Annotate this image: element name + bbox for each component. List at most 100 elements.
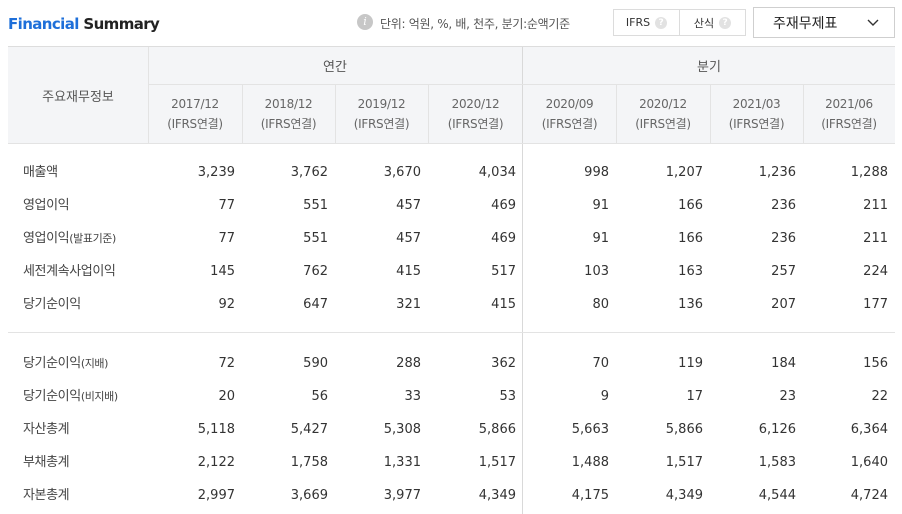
table-cell: 1,640 (850, 455, 888, 470)
table-cell: 6,126 (758, 422, 796, 437)
row-label: 자본총계 (23, 480, 70, 512)
table-cell: 156 (863, 356, 888, 371)
summary-header: Financial Summary i 단위: 억원, %, 배, 천주, 분기… (0, 0, 902, 46)
row-label-text: 당기순이익 (23, 297, 81, 312)
table-cell: 998 (584, 165, 609, 180)
column-divider (242, 84, 243, 143)
row-label: 자산총계 (23, 414, 70, 446)
table-cell: 103 (584, 264, 609, 279)
help-icon[interactable]: ? (719, 16, 732, 29)
table-cell: 236 (771, 231, 796, 246)
row-label-text: 부채총계 (23, 455, 70, 470)
table-cell: 1,758 (290, 455, 328, 470)
title-summary: Summary (83, 15, 160, 33)
row-label-qualifier: (발표기준) (69, 232, 116, 245)
table-cell: 257 (771, 264, 796, 279)
column-divider (710, 84, 711, 143)
column-divider (803, 84, 804, 143)
row-label: 영업이익 (23, 190, 70, 222)
table-cell: 17 (686, 389, 703, 404)
table-cell: 20 (218, 389, 235, 404)
table-cell: 4,724 (850, 488, 888, 503)
table-cell: 207 (771, 297, 796, 312)
table-cell: 457 (396, 198, 421, 213)
section-title: Financial Summary (8, 15, 160, 33)
period-header: 2021/06 (IFRS연결) (803, 84, 895, 143)
table-cell: 3,670 (383, 165, 421, 180)
table-cell: 33 (404, 389, 421, 404)
table-cell: 236 (771, 198, 796, 213)
period-header: 2021/03 (IFRS연결) (710, 84, 803, 143)
table-cell: 1,583 (758, 455, 796, 470)
table-cell: 80 (592, 297, 609, 312)
table-cell: 551 (303, 198, 328, 213)
row-label: 당기순이익(비지배) (23, 381, 118, 413)
accounting-toggle: IFRS ? 산식 ? (613, 9, 746, 36)
period-basis: (IFRS연결) (353, 116, 410, 131)
info-icon[interactable]: i (357, 14, 373, 30)
table-header-background (8, 47, 895, 143)
table-cell: 177 (863, 297, 888, 312)
period-header: 2017/12 (IFRS연결) (148, 84, 242, 143)
table-cell: 23 (779, 389, 796, 404)
table-cell: 53 (499, 389, 516, 404)
group-divider (522, 47, 523, 514)
table-cell: 415 (396, 264, 421, 279)
statement-type-dropdown[interactable]: 주재무제표 (753, 7, 895, 38)
table-cell: 77 (218, 231, 235, 246)
table-cell: 77 (218, 198, 235, 213)
row-label: 당기순이익 (23, 289, 81, 321)
row-label-text: 영업이익 (23, 198, 70, 213)
title-financial: Financial (8, 15, 79, 33)
period-header: 2020/09 (IFRS연결) (523, 84, 616, 143)
group-header-annual: 연간 (323, 60, 347, 75)
formula-label: 산식 (693, 16, 715, 30)
header-bottom-border (8, 143, 895, 144)
period-header: 2019/12 (IFRS연결) (335, 84, 428, 143)
table-cell: 5,866 (665, 422, 703, 437)
row-label: 세전계속사업이익 (23, 256, 116, 288)
financial-summary-table: 주요재무정보 연간 분기 2017/12 (IFRS연결) 2018/12 (IFRS… (8, 46, 895, 514)
help-icon[interactable]: ? (655, 16, 668, 29)
table-cell: 5,308 (383, 422, 421, 437)
table-cell: 70 (592, 356, 609, 371)
table-cell: 362 (491, 356, 516, 371)
table-cell: 4,175 (571, 488, 609, 503)
chevron-down-icon (867, 19, 879, 26)
table-cell: 3,669 (290, 488, 328, 503)
column-divider (616, 84, 617, 143)
table-cell: 211 (863, 198, 888, 213)
period-date: 2018/12 (264, 96, 313, 111)
table-cell: 72 (218, 356, 235, 371)
group-header-quarterly: 분기 (697, 60, 721, 75)
table-cell: 91 (592, 231, 609, 246)
table-cell: 3,762 (290, 165, 328, 180)
table-cell: 4,544 (758, 488, 796, 503)
period-header: 2020/12 (IFRS연결) (428, 84, 523, 143)
section-divider (8, 332, 895, 333)
dropdown-value: 주재무제표 (773, 15, 838, 32)
row-label-text: 당기순이익 (23, 356, 81, 371)
table-cell: 288 (396, 356, 421, 371)
table-cell: 1,488 (571, 455, 609, 470)
period-basis: (IFRS연결) (728, 116, 785, 131)
row-label: 부채총계 (23, 447, 70, 479)
table-cell: 5,118 (197, 422, 235, 437)
table-cell: 517 (491, 264, 516, 279)
ifrs-toggle-button[interactable]: IFRS ? (614, 10, 679, 35)
table-cell: 469 (491, 231, 516, 246)
formula-toggle-button[interactable]: 산식 ? (679, 10, 745, 35)
table-cell: 22 (871, 389, 888, 404)
table-cell: 2,997 (197, 488, 235, 503)
table-cell: 1,331 (383, 455, 421, 470)
period-basis: (IFRS연결) (821, 116, 877, 131)
table-cell: 1,207 (665, 165, 703, 180)
table-cell: 163 (678, 264, 703, 279)
period-header: 2018/12 (IFRS연결) (242, 84, 335, 143)
table-cell: 321 (396, 297, 421, 312)
table-cell: 2,122 (197, 455, 235, 470)
ifrs-label: IFRS (625, 16, 651, 29)
table-cell: 1,288 (850, 165, 888, 180)
table-cell: 4,349 (478, 488, 516, 503)
column-divider (148, 47, 149, 143)
